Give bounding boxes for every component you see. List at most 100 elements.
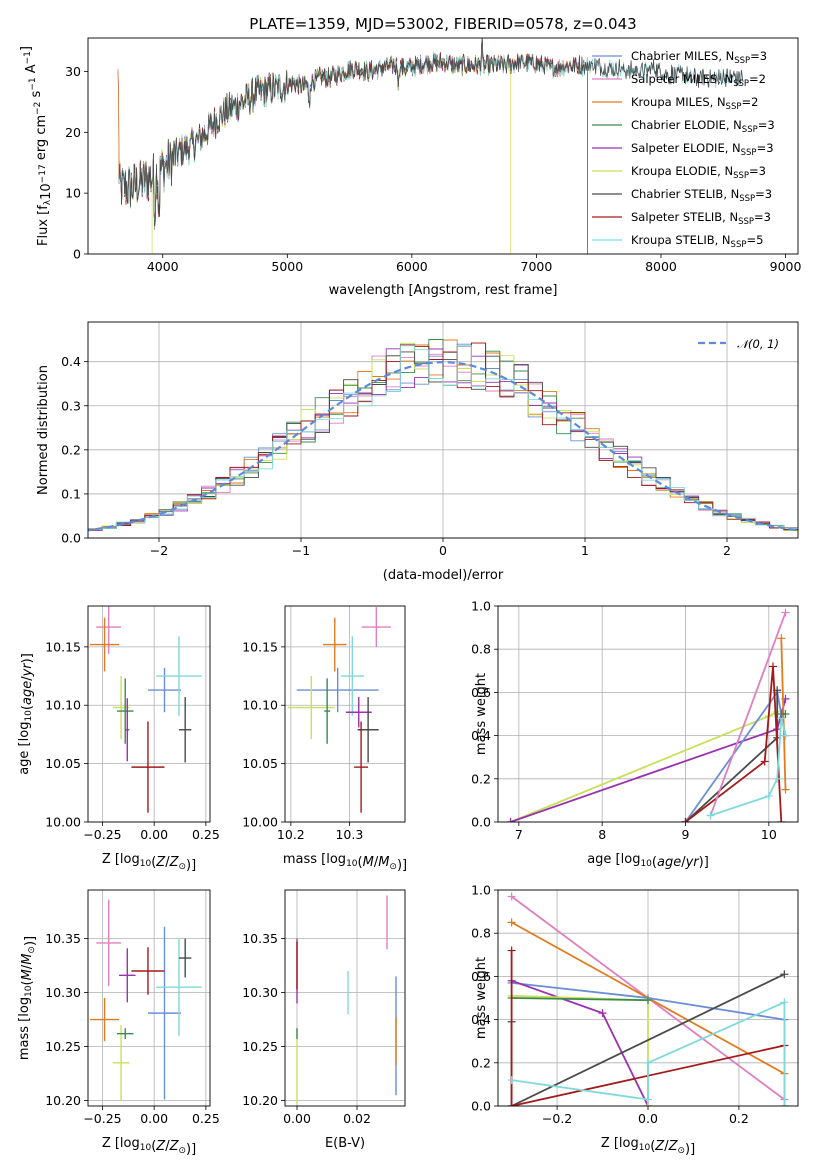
- y-tick-label: 0.4: [61, 354, 81, 369]
- weight-marker-krou_stelib: [780, 998, 789, 1007]
- y-tick-label: 10.10: [45, 698, 81, 713]
- x-tick-label: −2: [150, 543, 168, 558]
- x-axis-label: wavelength [Angstrom, rest frame]: [329, 283, 558, 298]
- weight-marker-krou_miles: [507, 918, 516, 927]
- legend-label-salp_elodie: Salpeter ELODIE, NSSP=3: [631, 141, 774, 158]
- y-tick-label: 10.05: [45, 756, 81, 771]
- x-axis-label: mass [log10(M/M⊙)]: [283, 852, 407, 873]
- spectrum-line-chab_stelib: [118, 38, 744, 227]
- y-tick-label: 0: [73, 247, 81, 262]
- x-tick-label: 10.3: [335, 827, 363, 842]
- y-tick-label: 10.05: [242, 756, 278, 771]
- weight-marker-krou_stelib: [780, 1102, 789, 1106]
- plot-area: [117, 38, 744, 254]
- weight-line-salp_stelib: [510, 950, 785, 1106]
- y-tick-label: 0.2: [471, 1055, 491, 1070]
- figure-title: PLATE=1359, MJD=53002, FIBERID=0578, z=0…: [249, 15, 636, 33]
- x-tick-label: 9: [682, 827, 690, 842]
- normal-curve: [88, 360, 798, 532]
- y-tick-label: 10.15: [45, 639, 81, 654]
- x-tick-label: 0.00: [283, 1111, 311, 1126]
- x-tick-label: −0.2: [542, 1111, 572, 1126]
- x-tick-label: 0.00: [140, 827, 168, 842]
- y-tick-label: 0.6: [471, 969, 491, 984]
- x-tick-label: 5000: [271, 259, 303, 274]
- legend: Chabrier MILES, NSSP=3 Salpeter MILES, NS…: [592, 49, 775, 250]
- x-axis-label: Z [log10(Z/Z⊙)]: [601, 1136, 695, 1157]
- weight-marker-krou_stelib: [781, 731, 790, 740]
- x-tick-label: 9000: [770, 259, 802, 274]
- mass-weight-vs-z-panel: −0.2 0.0 0.2 0.0 0.2 0.4 0.6 0.8 1.0 mass weight Z…: [471, 883, 799, 1157]
- x-tick-label: 8: [598, 827, 606, 842]
- y-tick-label: 10.35: [242, 931, 278, 946]
- mass-vs-z-panel: −0.25 0.00 0.25 10.20 10.25 10.30 10.35 Z [log1…: [17, 889, 220, 1157]
- y-tick-label: 10: [65, 186, 81, 201]
- y-axis-label: mass weight: [474, 957, 489, 1039]
- weight-marker-salp_stelib: [760, 757, 769, 766]
- weight-marker-salp_stelib: [681, 818, 690, 822]
- y-tick-label: 20: [65, 125, 81, 140]
- plot-area: [287, 607, 391, 813]
- y-axis-label: Normed distribution: [36, 365, 51, 495]
- weight-marker-krou_stelib: [644, 1058, 652, 1067]
- axes-frame: [497, 889, 799, 1107]
- y-tick-label: 10.35: [45, 931, 81, 946]
- x-tick-label: 2: [723, 543, 731, 558]
- legend-label-salp_stelib: Salpeter STELIB, NSSP=3: [631, 210, 771, 227]
- legend-label-krou_miles: Kroupa MILES, NSSP=2: [631, 95, 758, 112]
- y-tick-label: 0.8: [471, 642, 491, 657]
- plot-area: [88, 339, 798, 533]
- legend-label-chab_stelib: Chabrier STELIB, NSSP=3: [631, 187, 772, 204]
- x-tick-label: −0.25: [83, 1111, 121, 1126]
- y-tick-label: 0.0: [471, 815, 491, 830]
- x-tick-label: 7000: [521, 259, 553, 274]
- y-tick-label: 0.8: [471, 926, 491, 941]
- y-tick-label: 1.0: [471, 599, 491, 614]
- axes-frame: [284, 889, 406, 1107]
- x-tick-label: 0: [439, 543, 447, 558]
- y-tick-label: 10.30: [242, 985, 278, 1000]
- y-tick-label: 0.6: [471, 685, 491, 700]
- weight-marker-salp_miles: [781, 608, 790, 617]
- axes-frame: [284, 605, 406, 823]
- weight-line-chab_miles: [684, 690, 787, 822]
- x-tick-label: 7: [515, 827, 523, 842]
- age-vs-z-panel: −0.25 0.00 0.25 10.00 10.05 10.10 10.15 Z [log1…: [17, 605, 220, 873]
- legend-label-salp_miles: Salpeter MILES, NSSP=2: [631, 72, 766, 89]
- mass-weight-vs-age-panel: 7 8 9 10 0.0 0.2 0.4 0.6 0.8 1.0 mass weight age [l…: [471, 599, 799, 870]
- x-axis-label: E(B-V): [325, 1136, 365, 1151]
- spectrum-panel: 4000 5000 6000 7000 8000 9000 0 10 20 30 wavelengt…: [19, 37, 801, 298]
- plot-area: [507, 892, 789, 1106]
- y-tick-label: 10.20: [45, 1093, 81, 1108]
- weight-marker-krou_miles: [781, 785, 790, 794]
- weight-marker-krou_stelib: [644, 1095, 652, 1104]
- y-tick-label: 10.25: [45, 1039, 81, 1054]
- weight-marker-salp_elodie: [506, 818, 515, 822]
- y-tick-label: 0.4: [471, 1012, 491, 1027]
- y-axis-label: Flux [fλ10−17 erg cm−2 s−1 A−1]: [19, 46, 54, 246]
- y-tick-label: 0.3: [61, 398, 81, 413]
- plot-area: [90, 606, 202, 813]
- weight-line-salp_stelib: [684, 666, 783, 822]
- weight-marker-krou_stelib: [507, 1076, 516, 1085]
- y-tick-label: 0.1: [61, 486, 81, 501]
- weight-line-krou_elodie: [510, 711, 778, 822]
- y-tick-label: 10.15: [242, 639, 278, 654]
- y-tick-label: 1.0: [471, 883, 491, 898]
- y-tick-label: 10.25: [242, 1039, 278, 1054]
- x-tick-label: 0.0: [638, 1111, 658, 1126]
- x-tick-label: 10.2: [277, 827, 305, 842]
- legend-label-normal: 𝒩(0, 1): [737, 337, 779, 351]
- x-tick-label: 4000: [147, 259, 179, 274]
- x-tick-label: −1: [292, 543, 310, 558]
- mass-vs-ebv-panel: 0.00 0.02 10.20 10.25 10.30 10.35 E(B-V): [242, 889, 406, 1151]
- x-axis-label: age [log10(age/yr)]: [587, 852, 709, 870]
- weight-marker-salp_elodie: [598, 1009, 607, 1018]
- y-tick-label: 10.20: [242, 1093, 278, 1108]
- axes-frame: [87, 321, 799, 539]
- weight-marker-chab_elodie: [781, 710, 790, 718]
- weight-marker-krou_stelib: [773, 774, 782, 783]
- weight-marker-chab_elodie: [644, 996, 652, 1005]
- age-vs-mass-panel: 10.2 10.3 10.00 10.05 10.10 10.15 mass [log10(…: [242, 605, 407, 873]
